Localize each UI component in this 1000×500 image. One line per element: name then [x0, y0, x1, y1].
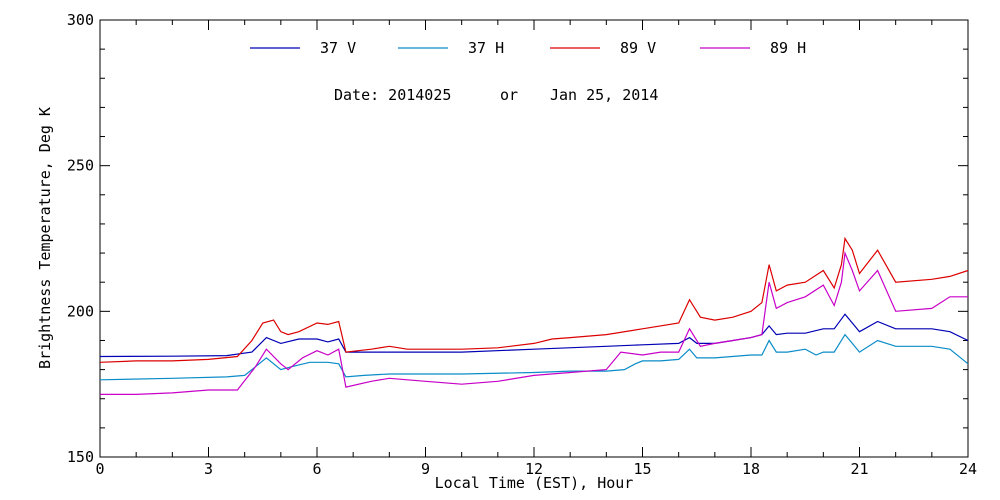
x-axis-label: Local Time (EST), Hour	[435, 474, 634, 492]
x-axis: 0 3 6 9 12 15 18 21 24	[95, 20, 977, 478]
series-line-89-v	[99, 236, 969, 363]
y-axis-label: Brightness Temperature, Deg K	[36, 107, 54, 369]
plot-frame	[99, 19, 969, 458]
series-line-37-v	[99, 313, 969, 358]
date-or-annotation: or	[500, 86, 518, 104]
legend-label-89-h: 89 H	[770, 39, 806, 57]
x-tick-label: 21	[850, 460, 868, 478]
legend-label-37-v: 37 V	[320, 39, 356, 57]
x-tick-label: 12	[525, 460, 543, 478]
date-text-annotation: Jan 25, 2014	[550, 86, 658, 104]
x-tick-label: 18	[742, 460, 760, 478]
legend-label-89-v: 89 V	[620, 39, 656, 57]
y-tick-label: 300	[67, 11, 94, 29]
x-tick-label: 9	[421, 460, 430, 478]
x-tick-label: 24	[959, 460, 977, 478]
series-line-89-h	[100, 250, 968, 395]
x-tick-label: 0	[95, 460, 104, 478]
x-tick-label: 6	[312, 460, 321, 478]
x-tick-label: 15	[633, 460, 651, 478]
y-tick-label: 250	[67, 157, 94, 175]
y-tick-label: 200	[67, 302, 94, 320]
date-annotation: Date: 2014025	[334, 86, 451, 104]
legend-label-37-h: 37 H	[468, 39, 504, 57]
series-lines	[99, 236, 969, 395]
legend: 37 V 37 H 89 V 89 H	[250, 39, 806, 57]
y-axis: 150 200 250 300	[67, 11, 968, 466]
y-tick-label: 150	[67, 448, 94, 466]
x-tick-label: 3	[204, 460, 213, 478]
